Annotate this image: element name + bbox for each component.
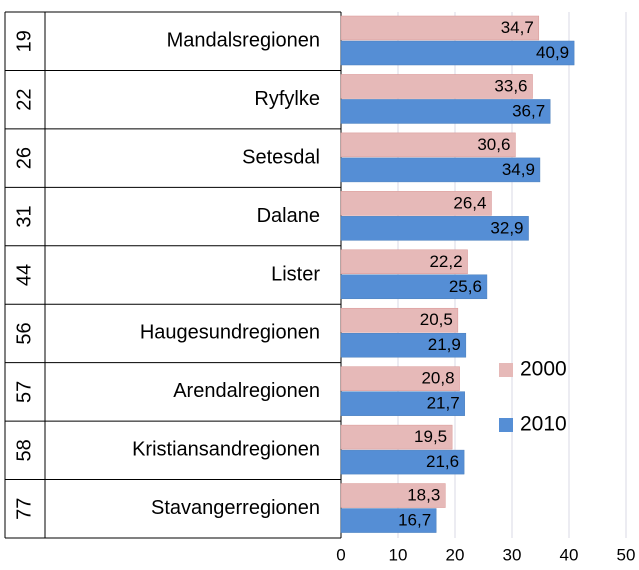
legend-swatch: [499, 363, 513, 377]
bar: [340, 157, 541, 183]
value-label: 36,7: [512, 101, 545, 120]
legend-label: 2010: [520, 413, 567, 436]
value-label: 16,7: [398, 511, 431, 530]
bar: [340, 15, 540, 41]
bar: [340, 40, 575, 66]
category-label: Dalane: [257, 205, 320, 227]
legend-swatch: [499, 418, 513, 432]
category-label: Setesdal: [242, 146, 320, 168]
bar: [340, 216, 529, 241]
rank-label: 56: [13, 322, 35, 344]
bar: [340, 191, 492, 216]
category-label: Arendalregionen: [173, 380, 320, 402]
value-label: 33,6: [494, 76, 527, 95]
bar: [340, 424, 453, 450]
value-label: 21,7: [427, 394, 460, 413]
bar: [340, 249, 468, 275]
rank-label: 58: [13, 439, 35, 461]
value-label: 18,3: [407, 486, 440, 505]
value-label: 34,9: [502, 160, 535, 179]
rank-label: 77: [13, 498, 35, 520]
bar: [340, 274, 488, 300]
x-tick-label: 20: [446, 545, 465, 564]
value-label: 34,7: [501, 18, 534, 37]
value-label: 40,9: [536, 43, 569, 62]
legend-label: 2000: [520, 358, 567, 381]
category-label: Haugesundregionen: [140, 322, 320, 344]
bar: [340, 483, 446, 508]
rank-label: 31: [13, 205, 35, 227]
bar: [340, 74, 533, 99]
category-label: Kristiansandregionen: [132, 439, 320, 461]
category-label: Lister: [271, 263, 320, 285]
x-tick-label: 0: [336, 545, 345, 564]
rank-label: 57: [13, 381, 35, 403]
rank-label: 19: [13, 30, 35, 52]
category-label: Mandalsregionen: [167, 30, 320, 52]
bar: [340, 132, 516, 158]
bar: [340, 449, 465, 475]
rank-label: 26: [13, 147, 35, 169]
value-label: 25,6: [449, 277, 482, 296]
bar: [340, 332, 467, 358]
x-tick-label: 50: [617, 545, 636, 564]
bar: [340, 366, 460, 391]
x-tick-label: 40: [560, 545, 579, 564]
value-label: 21,6: [426, 452, 459, 471]
value-label: 20,8: [421, 369, 454, 388]
value-label: 32,9: [490, 218, 523, 237]
bar: [340, 99, 551, 124]
value-label: 22,2: [429, 252, 462, 271]
value-label: 20,5: [420, 310, 453, 329]
value-label: 26,4: [453, 193, 486, 212]
bar: [340, 391, 465, 416]
category-label: Ryfylke: [254, 88, 320, 110]
x-tick-label: 10: [389, 545, 408, 564]
value-label: 30,6: [477, 135, 510, 154]
bar: [340, 508, 437, 533]
rank-label: 44: [13, 264, 35, 286]
x-tick-label: 30: [503, 545, 522, 564]
category-label: Stavangerregionen: [151, 497, 320, 519]
bar: [340, 307, 459, 333]
value-label: 21,9: [428, 335, 461, 354]
value-label: 19,5: [414, 427, 447, 446]
rank-label: 22: [13, 89, 35, 111]
